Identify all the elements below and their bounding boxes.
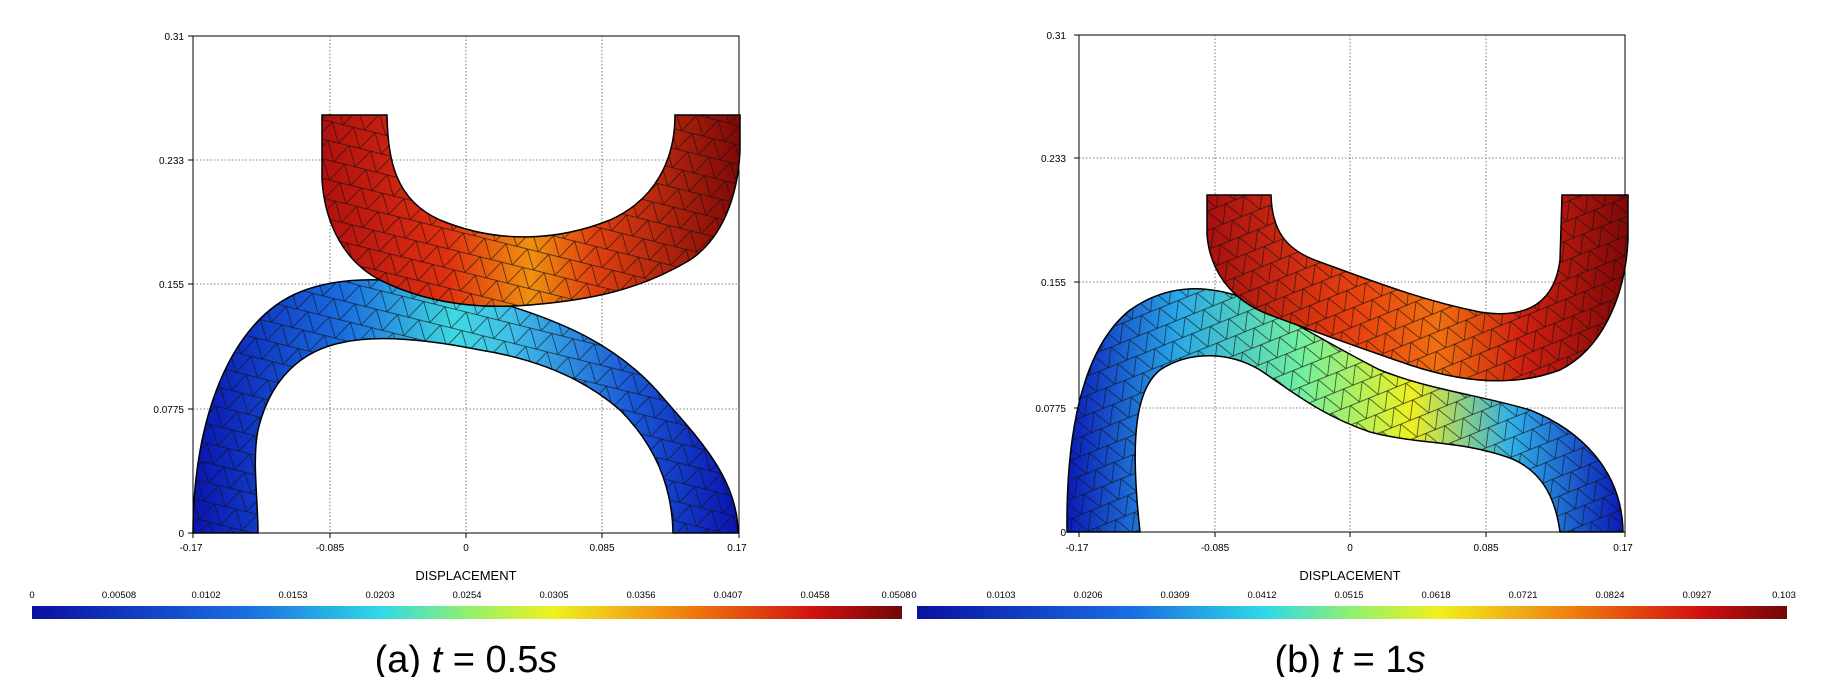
y-tick-label: 0: [1060, 528, 1066, 539]
caption-unit: s: [1407, 639, 1426, 677]
colorbar-ticks-a: 0 0.00508 0.0102 0.0153 0.0203 0.0254 0.…: [29, 590, 910, 601]
colorbar-tick-label: 0.0153: [278, 590, 307, 601]
y-ticks-a: 0.31 0.233 0.155 0.0775 0: [153, 32, 193, 540]
x-axis-title-b: DISPLACEMENT: [1299, 568, 1400, 583]
colorbar-tick-label: 0: [29, 590, 34, 601]
colorbar-tick-label: 0.0206: [1073, 590, 1102, 601]
caption-var: t: [432, 639, 444, 677]
colorbar-tick-label: 0.0309: [1160, 590, 1189, 601]
plot-frame-b: [1078, 34, 1626, 533]
y-tick-label: 0.31: [1047, 31, 1067, 42]
y-tick-label: 0.233: [159, 156, 184, 167]
colorbar-tick-label: 0.0515: [1334, 590, 1363, 601]
colorbar-tick-label: 0.0927: [1682, 590, 1711, 601]
y-tick-label: 0.0775: [1035, 404, 1066, 415]
lower-arch-b: [1066, 288, 1624, 533]
colorbar-tick-label: 0.0407: [713, 590, 742, 601]
caption-b: (b) t = 1s: [1274, 639, 1425, 677]
colorbar-tick-label: 0: [911, 590, 916, 601]
upper-arch-b: [1206, 194, 1629, 382]
upper-arch-a: [321, 114, 741, 308]
x-tick-label: -0.17: [1066, 543, 1089, 554]
colorbar-tick-label: 0.0508: [881, 590, 910, 601]
colorbar-a: [32, 606, 902, 619]
y-tick-label: 0.155: [1041, 278, 1066, 289]
x-tick-label: 0: [1347, 543, 1353, 554]
x-tick-label: 0.17: [727, 543, 747, 554]
panel-a: 0.31 0.233 0.155 0.0775 0 -0.17 -0.085 0…: [29, 32, 910, 677]
caption-prefix: (b): [1274, 639, 1331, 677]
colorbar-ticks-b: 0 0.0103 0.0206 0.0309 0.0412 0.0515 0.0…: [911, 590, 1796, 601]
caption-eq: = 0.5: [442, 639, 538, 677]
y-tick-label: 0.233: [1041, 154, 1066, 165]
x-tick-label: -0.17: [180, 543, 203, 554]
colorbar-tick-label: 0.0458: [800, 590, 829, 601]
y-tick-label: 0.155: [159, 280, 184, 291]
x-tick-label: -0.085: [316, 543, 345, 554]
colorbar-tick-label: 0.0203: [365, 590, 394, 601]
colorbar-tick-label: 0.0103: [986, 590, 1015, 601]
x-ticks-a: -0.17 -0.085 0 0.085 0.17: [180, 533, 747, 554]
colorbar-tick-label: 0.0102: [191, 590, 220, 601]
x-tick-label: 0.085: [589, 543, 614, 554]
colorbar-tick-label: 0.0254: [452, 590, 481, 601]
caption-eq: = 1: [1342, 639, 1406, 677]
colorbar-tick-label: 0.0618: [1421, 590, 1450, 601]
y-tick-label: 0.0775: [153, 405, 184, 416]
panel-b: 0.31 0.233 0.155 0.0775 0 -0.17 -0.085 0…: [911, 31, 1796, 677]
y-tick-label: 0: [178, 529, 184, 540]
y-ticks-b: 0.31 0.233 0.155 0.0775 0: [1035, 31, 1079, 539]
colorbar-tick-label: 0.103: [1772, 590, 1796, 601]
y-tick-label: 0.31: [165, 32, 185, 43]
x-axis-title-a: DISPLACEMENT: [415, 568, 516, 583]
colorbar-tick-label: 0.0412: [1247, 590, 1276, 601]
lower-arch-a: [192, 279, 739, 534]
colorbar-b: [917, 606, 1787, 619]
caption-var: t: [1331, 639, 1343, 677]
x-tick-label: -0.085: [1201, 543, 1230, 554]
x-tick-label: 0.17: [1613, 543, 1633, 554]
colorbar-tick-label: 0.0305: [539, 590, 568, 601]
colorbar-tick-label: 0.0356: [626, 590, 655, 601]
colorbar-tick-label: 0.0824: [1595, 590, 1624, 601]
caption-a: (a) t = 0.5s: [375, 639, 558, 677]
caption-unit: s: [538, 639, 557, 677]
colorbar-tick-label: 0.0721: [1508, 590, 1537, 601]
x-ticks-b: -0.17 -0.085 0 0.085 0.17: [1066, 532, 1633, 554]
caption-prefix: (a): [375, 639, 432, 677]
x-tick-label: 0: [463, 543, 469, 554]
x-tick-label: 0.085: [1473, 543, 1498, 554]
colorbar-tick-label: 0.00508: [102, 590, 136, 601]
